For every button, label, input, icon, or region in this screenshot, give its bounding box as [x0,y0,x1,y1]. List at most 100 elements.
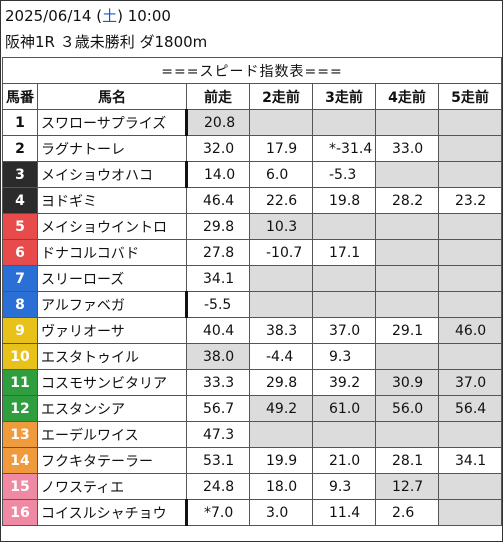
horse-name: メイショウイントロ [37,213,187,240]
speed-value: 19.8 [312,187,376,214]
horse-name: エスタトゥイル [37,343,187,370]
horse-number: 10 [2,343,38,370]
speed-value [438,343,502,370]
horse-number: 3 [2,161,38,188]
speed-value: 40.4 [186,317,250,344]
speed-value: 38.0 [186,343,250,370]
speed-value: 34.1 [438,447,502,474]
speed-value: 47.3 [186,421,250,448]
horse-number: 2 [2,135,38,162]
speed-value: 9.3 [312,343,376,370]
horse-number: 13 [2,421,38,448]
speed-value: 29.8 [249,369,313,396]
horse-name: メイショウオハコ [37,161,188,188]
speed-value: 28.1 [375,447,439,474]
horse-number: 5 [2,213,38,240]
speed-value: 23.2 [438,187,502,214]
table-row: 16 コイスルシャチョウ *7.0 3.0 11.4 2.6 [2,499,502,526]
horse-number: 8 [2,291,38,318]
speed-value [249,265,313,292]
table-row: 3 メイショウオハコ 14.0 6.0 -5.3 [2,161,502,188]
table-title: ===スピード指数表=== [2,57,502,84]
speed-index-table: ===スピード指数表=== 馬番 馬名 前走 2走前 3走前 4走前 5走前 1… [2,57,502,526]
speed-value: 29.1 [375,317,439,344]
horse-name: エーデルワイス [37,421,187,448]
table-row: 7 スリーローズ 34.1 [2,265,502,292]
speed-value [249,291,313,318]
speed-value: *7.0 [186,499,250,526]
race-time: ) 10:00 [117,7,171,25]
table-row: 11 コスモサンビタリア 33.3 29.8 39.2 30.9 37.0 [2,369,502,396]
horse-number: 6 [2,239,38,266]
table-row: 8 アルファベガ -5.5 [2,291,502,318]
speed-value [375,291,439,318]
table-title-row: ===スピード指数表=== [2,57,502,84]
horse-number: 11 [2,369,38,396]
horse-number: 1 [2,109,38,136]
speed-value [249,421,313,448]
speed-value [438,213,502,240]
speed-value [375,161,439,188]
speed-value: 17.1 [312,239,376,266]
speed-value [438,499,502,526]
horse-name: ドナコルコバド [37,239,187,266]
speed-value [375,265,439,292]
col-header-last: 前走 [186,83,250,110]
speed-value: 56.4 [438,395,502,422]
speed-value [312,213,376,240]
horse-name: ヴァリオーサ [37,317,187,344]
speed-value [438,161,502,188]
speed-value: -5.3 [312,161,376,188]
table-row: 12 エスタンシア 56.7 49.2 61.0 56.0 56.4 [2,395,502,422]
speed-value: 56.0 [375,395,439,422]
table-row: 15 ノワスティエ 24.8 18.0 9.3 12.7 [2,473,502,500]
speed-value [438,291,502,318]
speed-value [438,109,502,136]
race-info: 阪神1R ３歳未勝利 ダ1800m [5,33,208,51]
speed-value [249,109,313,136]
speed-value: 33.0 [375,135,439,162]
table-row: 14 フクキタテーラー 53.1 19.9 21.0 28.1 34.1 [2,447,502,474]
speed-value: -10.7 [249,239,313,266]
speed-value: 17.9 [249,135,313,162]
speed-value: 18.0 [249,473,313,500]
horse-number: 15 [2,473,38,500]
column-header-row: 馬番 馬名 前走 2走前 3走前 4走前 5走前 [2,83,502,110]
col-header-3rd: 3走前 [312,83,376,110]
col-header-2nd: 2走前 [249,83,313,110]
speed-value: 61.0 [312,395,376,422]
speed-value: 24.8 [186,473,250,500]
horse-name: コスモサンビタリア [37,369,187,396]
table-row: 4 ヨドギミ 46.4 22.6 19.8 28.2 23.2 [2,187,502,214]
speed-value: 37.0 [312,317,376,344]
speed-value: 32.0 [186,135,250,162]
table-row: 5 メイショウイントロ 29.8 10.3 [2,213,502,240]
speed-value: 53.1 [186,447,250,474]
speed-value [375,421,439,448]
speed-value: 56.7 [186,395,250,422]
speed-value: 33.3 [186,369,250,396]
horse-number: 14 [2,447,38,474]
speed-value: -4.4 [249,343,313,370]
horse-number: 7 [2,265,38,292]
speed-value [438,135,502,162]
speed-value [375,239,439,266]
speed-value [312,291,376,318]
race-datetime: 2025/06/14 (土) 10:00 [5,6,171,26]
col-header-5th: 5走前 [438,83,502,110]
speed-value [438,265,502,292]
race-date: 2025/06/14 ( [5,7,103,25]
speed-value: 28.2 [375,187,439,214]
speed-value: 12.7 [375,473,439,500]
horse-name: フクキタテーラー [37,447,187,474]
speed-value [375,109,439,136]
speed-value [438,473,502,500]
speed-value: 37.0 [438,369,502,396]
horse-number: 4 [2,187,38,214]
speed-value: 19.9 [249,447,313,474]
horse-name: ラグナトーレ [37,135,187,162]
horse-name: コイスルシャチョウ [37,499,188,526]
horse-name: ヨドギミ [37,187,187,214]
col-header-number: 馬番 [2,83,38,110]
